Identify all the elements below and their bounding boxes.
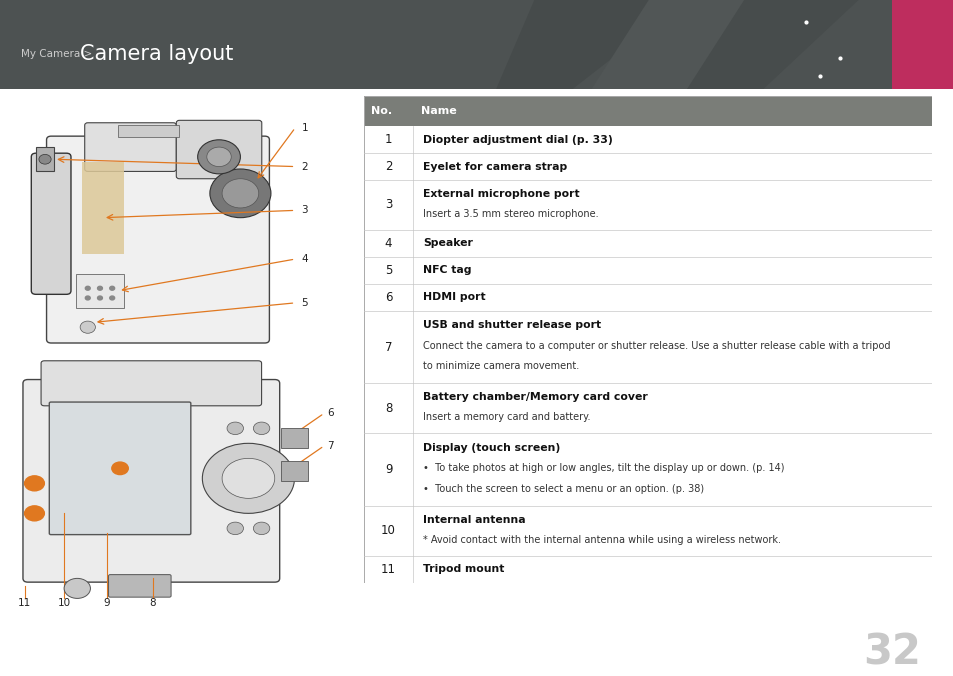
Circle shape xyxy=(110,296,114,300)
Text: HDMI port: HDMI port xyxy=(422,292,485,302)
Circle shape xyxy=(197,140,240,174)
FancyBboxPatch shape xyxy=(23,379,279,582)
Circle shape xyxy=(97,287,102,290)
Text: 3: 3 xyxy=(384,199,392,212)
Text: Display (touch screen): Display (touch screen) xyxy=(422,443,559,453)
Text: 8: 8 xyxy=(384,402,392,415)
Circle shape xyxy=(202,443,294,513)
Text: 32: 32 xyxy=(862,631,920,673)
Text: 5: 5 xyxy=(384,264,392,276)
Text: NFC tag: NFC tag xyxy=(422,265,471,275)
Bar xyxy=(281,461,307,481)
Text: 3: 3 xyxy=(301,206,308,216)
FancyBboxPatch shape xyxy=(41,361,261,406)
Text: Connect the camera to a computer or shutter release. Use a shutter release cable: Connect the camera to a computer or shut… xyxy=(422,341,889,351)
Text: 2: 2 xyxy=(384,160,392,173)
Polygon shape xyxy=(686,0,858,89)
Text: Battery chamber/Memory card cover: Battery chamber/Memory card cover xyxy=(422,392,647,402)
FancyBboxPatch shape xyxy=(50,402,191,535)
Text: 7: 7 xyxy=(327,441,334,451)
Circle shape xyxy=(25,476,44,491)
Text: 6: 6 xyxy=(327,408,334,418)
Text: USB and shutter release port: USB and shutter release port xyxy=(422,320,600,330)
Text: 1: 1 xyxy=(301,122,308,132)
Text: External microphone port: External microphone port xyxy=(422,189,578,199)
Text: 6: 6 xyxy=(384,291,392,304)
Text: to minimize camera movement.: to minimize camera movement. xyxy=(422,362,578,371)
Circle shape xyxy=(222,458,274,498)
Bar xyxy=(891,0,953,89)
Circle shape xyxy=(39,154,51,164)
Text: Internal antenna: Internal antenna xyxy=(422,515,525,525)
Text: Eyelet for camera strap: Eyelet for camera strap xyxy=(422,162,566,172)
Text: 11: 11 xyxy=(18,598,31,608)
Text: 2: 2 xyxy=(301,162,308,172)
Bar xyxy=(36,147,54,172)
Circle shape xyxy=(64,579,91,598)
Circle shape xyxy=(85,287,91,290)
Circle shape xyxy=(25,506,44,521)
Text: 1: 1 xyxy=(384,133,392,146)
Circle shape xyxy=(222,178,258,208)
FancyBboxPatch shape xyxy=(85,123,176,172)
Text: 10: 10 xyxy=(57,598,71,608)
Circle shape xyxy=(110,287,114,290)
Text: Speaker: Speaker xyxy=(422,239,473,248)
Text: 8: 8 xyxy=(150,598,156,608)
Circle shape xyxy=(85,296,91,300)
Circle shape xyxy=(227,522,243,535)
Circle shape xyxy=(80,321,95,333)
Text: 5: 5 xyxy=(301,298,308,308)
Circle shape xyxy=(227,422,243,435)
Circle shape xyxy=(253,422,270,435)
Circle shape xyxy=(97,296,102,300)
Circle shape xyxy=(112,462,128,475)
Circle shape xyxy=(210,169,271,218)
Text: Camera layout: Camera layout xyxy=(80,43,233,64)
Circle shape xyxy=(253,522,270,535)
Polygon shape xyxy=(591,0,781,89)
Text: 7: 7 xyxy=(384,341,392,354)
Text: Insert a memory card and battery.: Insert a memory card and battery. xyxy=(422,412,590,422)
FancyBboxPatch shape xyxy=(31,153,71,294)
Text: Tripod mount: Tripod mount xyxy=(422,564,504,574)
Text: My Camera >: My Camera > xyxy=(21,49,95,59)
FancyBboxPatch shape xyxy=(176,120,261,178)
Bar xyxy=(364,96,931,126)
Text: •  To take photos at high or low angles, tilt the display up or down. (p. 14): • To take photos at high or low angles, … xyxy=(422,463,783,473)
Text: 11: 11 xyxy=(380,562,395,576)
Text: 4: 4 xyxy=(384,237,392,250)
Bar xyxy=(118,125,179,137)
Text: * Avoid contact with the internal antenna while using a wireless network.: * Avoid contact with the internal antenn… xyxy=(422,535,781,545)
Bar xyxy=(82,162,124,254)
FancyBboxPatch shape xyxy=(47,136,269,343)
Circle shape xyxy=(207,147,231,166)
Text: 9: 9 xyxy=(384,463,392,476)
Bar xyxy=(281,429,307,448)
Text: Diopter adjustment dial (p. 33): Diopter adjustment dial (p. 33) xyxy=(422,135,612,145)
Text: 10: 10 xyxy=(380,525,395,537)
Text: •  Touch the screen to select a menu or an option. (p. 38): • Touch the screen to select a menu or a… xyxy=(422,484,703,494)
Polygon shape xyxy=(496,0,686,89)
Bar xyxy=(75,274,124,308)
Text: 4: 4 xyxy=(301,254,308,264)
Text: Insert a 3.5 mm stereo microphone.: Insert a 3.5 mm stereo microphone. xyxy=(422,209,598,218)
Text: 9: 9 xyxy=(104,598,111,608)
FancyBboxPatch shape xyxy=(109,575,171,597)
Text: No.: No. xyxy=(371,106,392,116)
Text: Name: Name xyxy=(420,106,456,116)
